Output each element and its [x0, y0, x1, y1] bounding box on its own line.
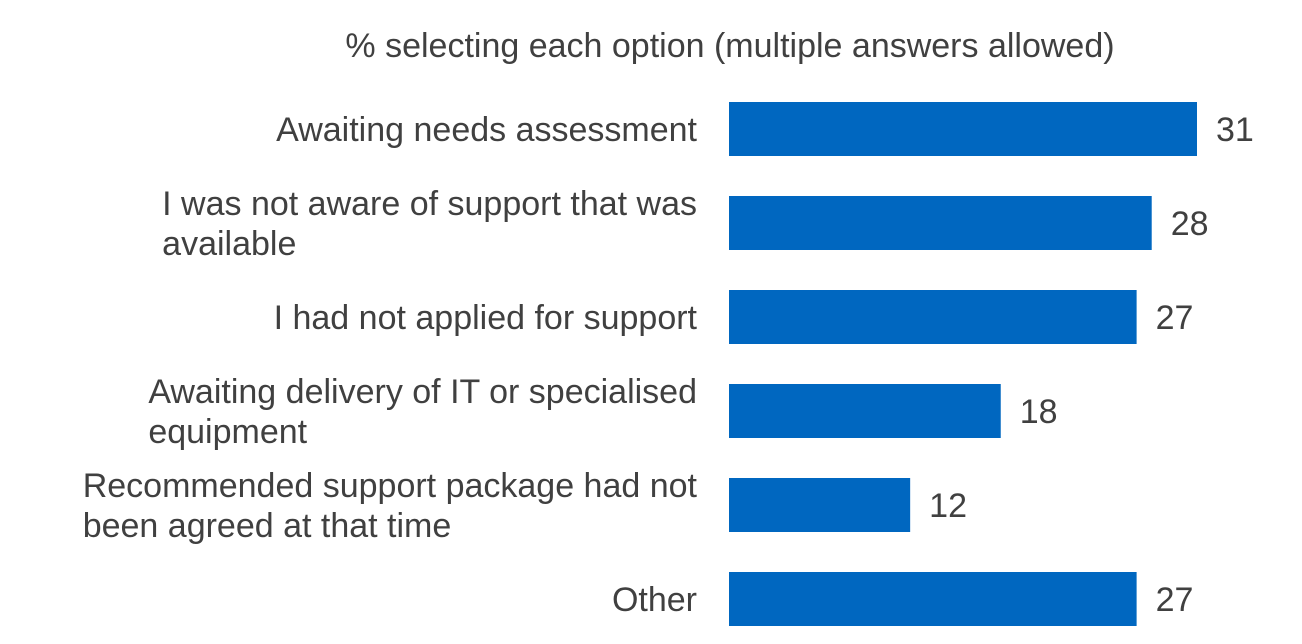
- bar: [729, 478, 911, 532]
- chart-title: % selecting each option (multiple answer…: [345, 27, 1114, 65]
- category-label: Awaiting delivery of IT or specialised eq…: [148, 373, 697, 451]
- bar: [729, 196, 1152, 250]
- data-label: 31: [1216, 111, 1254, 149]
- data-label: 12: [929, 487, 967, 525]
- category-label: I had not applied for support: [274, 299, 698, 337]
- bar: [729, 572, 1137, 626]
- bar: [729, 384, 1001, 438]
- category-label: Awaiting needs assessment: [276, 111, 697, 149]
- bar: [729, 102, 1197, 156]
- category-label: Recommended support package had not been …: [83, 467, 698, 545]
- bar: [729, 290, 1137, 344]
- data-label: 18: [1020, 393, 1058, 431]
- category-label: Other: [612, 581, 697, 619]
- category-labels: Awaiting needs assessment I was not aware…: [83, 111, 698, 619]
- data-label: 27: [1156, 299, 1194, 337]
- data-label: 28: [1171, 205, 1209, 243]
- data-label: 27: [1156, 581, 1194, 619]
- bars: [729, 102, 1197, 626]
- data-labels: 31 28 27 18 12 27: [929, 111, 1254, 619]
- category-label: I was not aware of support that was avail…: [162, 185, 697, 263]
